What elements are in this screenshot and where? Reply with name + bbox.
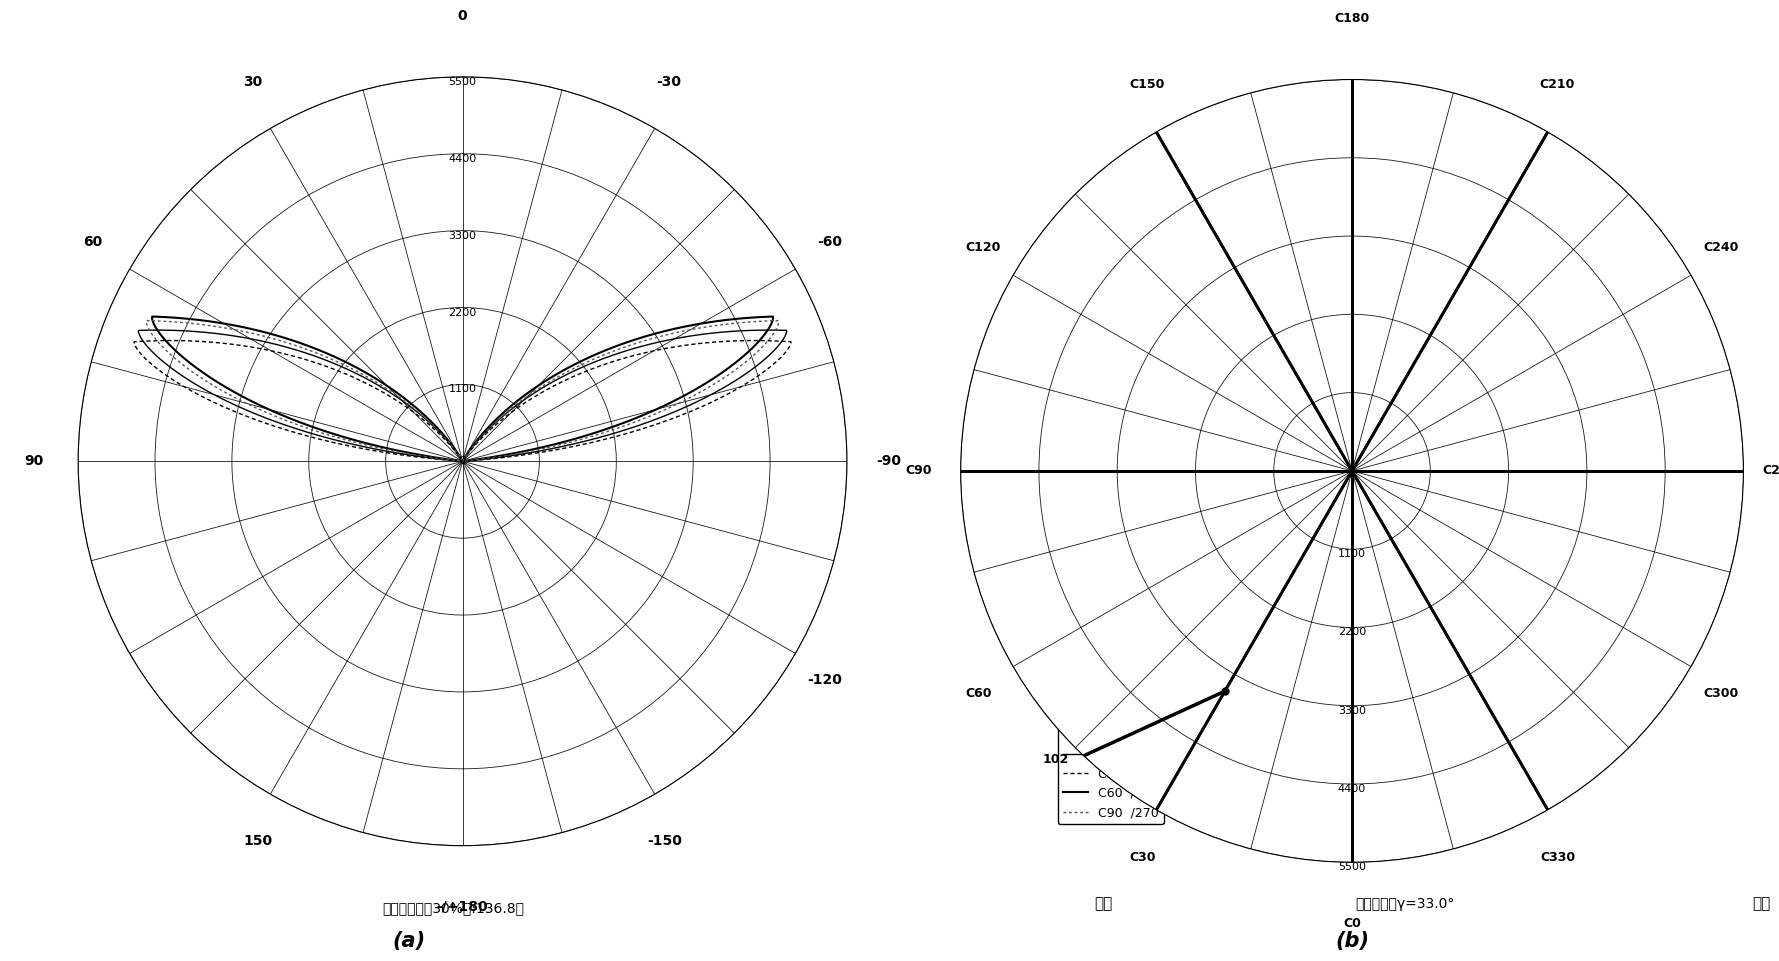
Text: C0: C0 xyxy=(1343,917,1361,930)
Text: 2200: 2200 xyxy=(448,308,477,317)
Text: 1100: 1100 xyxy=(448,384,477,394)
Text: -60: -60 xyxy=(817,235,841,249)
Text: 30: 30 xyxy=(244,75,263,88)
Text: 102: 102 xyxy=(1042,752,1069,766)
Text: 1100: 1100 xyxy=(1338,549,1366,559)
Text: 路边: 路边 xyxy=(1752,897,1770,911)
Text: -/+180: -/+180 xyxy=(436,899,489,914)
Text: 屋边: 屋边 xyxy=(1094,897,1112,911)
Text: C330: C330 xyxy=(1541,850,1574,864)
Text: 5500: 5500 xyxy=(1338,862,1366,873)
Text: 3300: 3300 xyxy=(448,231,477,240)
Text: C210: C210 xyxy=(1541,78,1574,91)
Text: 0: 0 xyxy=(1348,466,1356,476)
Text: C240: C240 xyxy=(1703,241,1738,255)
Text: 0: 0 xyxy=(457,9,468,23)
Text: 4400: 4400 xyxy=(448,154,477,163)
Text: C120: C120 xyxy=(966,241,1002,255)
Text: 4400: 4400 xyxy=(1338,784,1366,794)
Text: (a): (a) xyxy=(393,931,425,951)
Text: -30: -30 xyxy=(656,75,681,88)
Text: 0: 0 xyxy=(459,456,466,466)
Text: C90: C90 xyxy=(906,464,932,478)
Text: (b): (b) xyxy=(1334,931,1370,951)
Text: 150: 150 xyxy=(244,834,272,848)
Text: C150: C150 xyxy=(1130,78,1163,91)
Text: -90: -90 xyxy=(875,455,900,468)
Text: 3300: 3300 xyxy=(1338,705,1366,716)
Text: C30: C30 xyxy=(1130,850,1155,864)
Text: 平均光束角（30%）:136.8度: 平均光束角（30%）:136.8度 xyxy=(382,901,525,915)
Legend: C0   /18, C30  /210, C60  /240, C90  /270: C0 /18, C30 /210, C60 /240, C90 /270 xyxy=(1059,724,1163,824)
Text: C180: C180 xyxy=(1334,12,1370,25)
Text: 5500: 5500 xyxy=(448,77,477,86)
Text: 最大値位置γ=33.0°: 最大値位置γ=33.0° xyxy=(1356,898,1455,911)
Text: 2200: 2200 xyxy=(1338,628,1366,637)
Text: C60: C60 xyxy=(966,687,993,701)
Text: C270: C270 xyxy=(1763,464,1779,478)
Text: C300: C300 xyxy=(1703,687,1738,701)
Text: -120: -120 xyxy=(808,674,841,687)
Text: 60: 60 xyxy=(84,235,101,249)
Text: -150: -150 xyxy=(648,834,681,848)
Text: 90: 90 xyxy=(25,455,43,468)
